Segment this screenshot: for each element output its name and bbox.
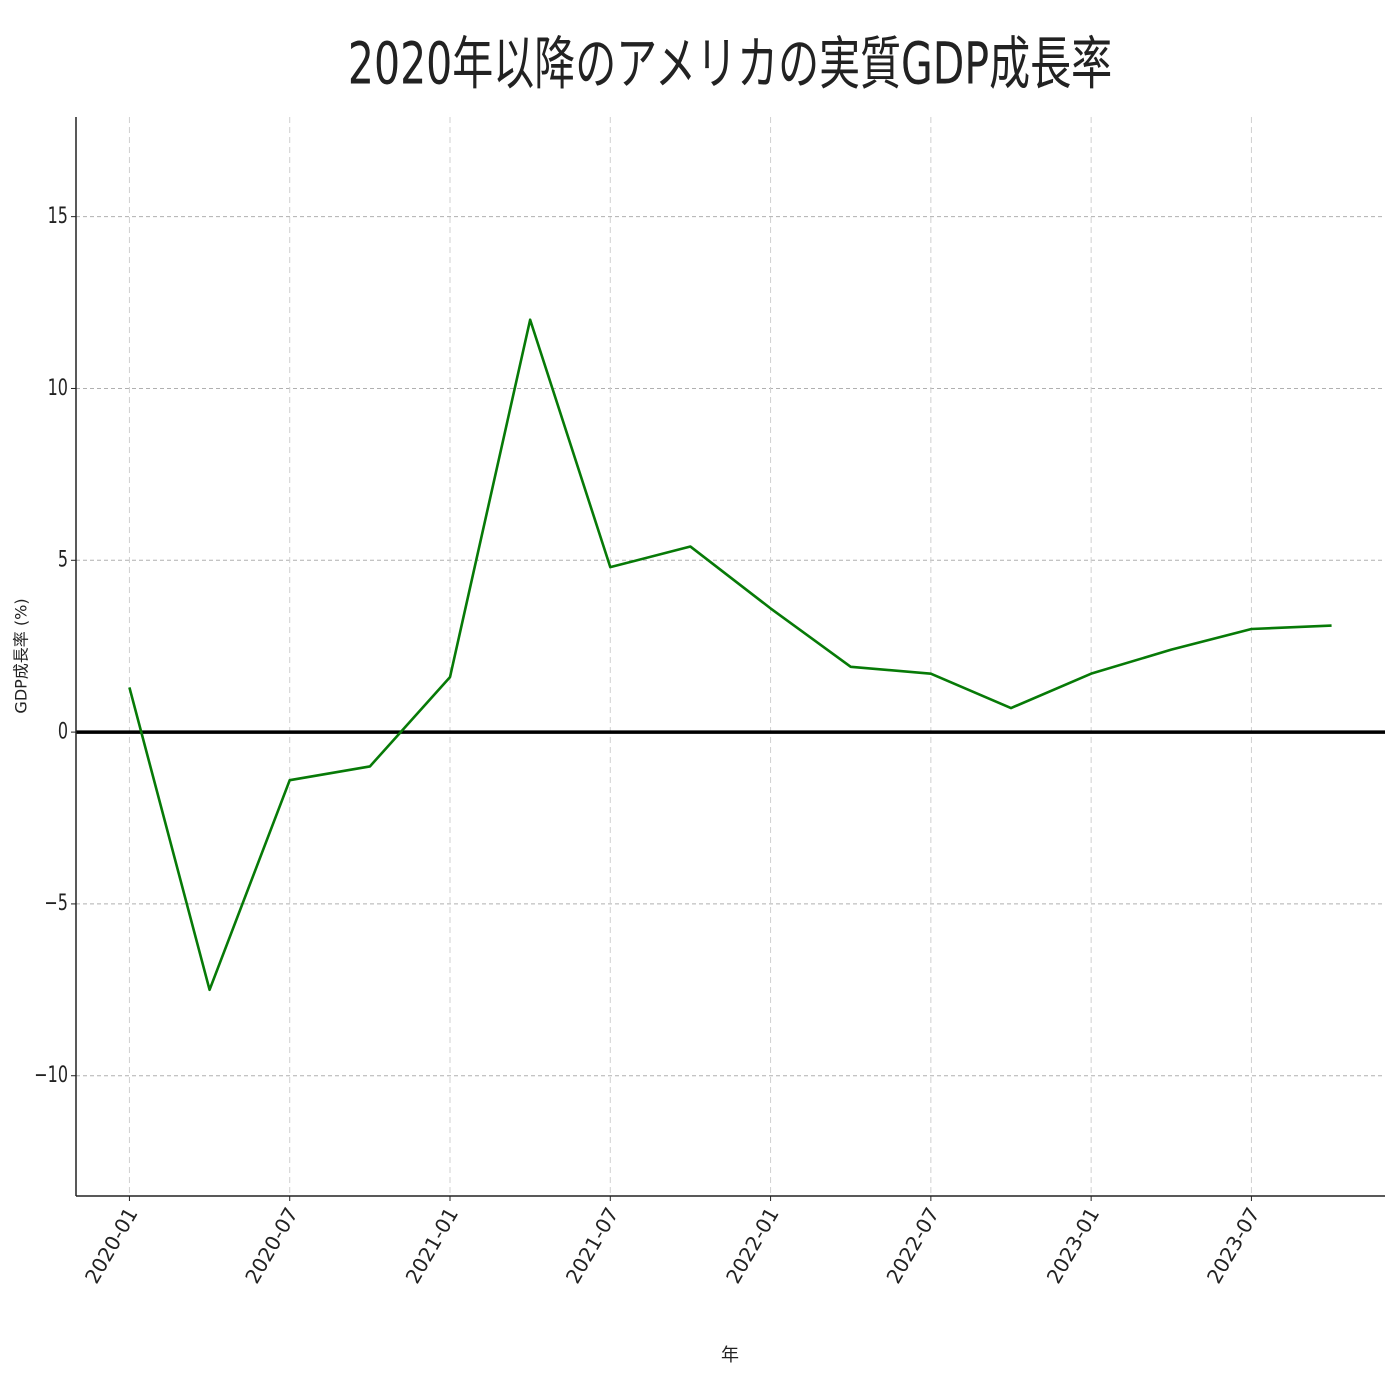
x-tick-label: 2022-01 <box>721 1203 784 1287</box>
data-line <box>128 318 1332 992</box>
x-tick-label: 2021-01 <box>401 1203 464 1287</box>
chart-title: 2020年以降のアメリカの実質GDP成長率 <box>348 31 1112 98</box>
y-tick-label: −5 <box>44 890 68 916</box>
y-tick-label: 15 <box>48 202 68 228</box>
y-tick-label: 10 <box>48 374 68 400</box>
x-tick-label: 2022-07 <box>881 1203 944 1287</box>
x-tick-label: 2020-01 <box>80 1203 143 1287</box>
y-tick-label: −10 <box>34 1061 68 1087</box>
y-tick-label: 5 <box>58 546 68 572</box>
x-tick-label: 2020-07 <box>240 1203 303 1287</box>
x-tick-label: 2023-07 <box>1202 1203 1265 1287</box>
y-axis-label: GDP成長率 (%) <box>12 598 31 713</box>
y-tick-label: 0 <box>58 718 68 744</box>
x-tick-label: 2021-07 <box>561 1203 624 1287</box>
x-axis-label: 年 <box>721 1345 739 1366</box>
x-tick-label: 2023-01 <box>1042 1203 1105 1287</box>
